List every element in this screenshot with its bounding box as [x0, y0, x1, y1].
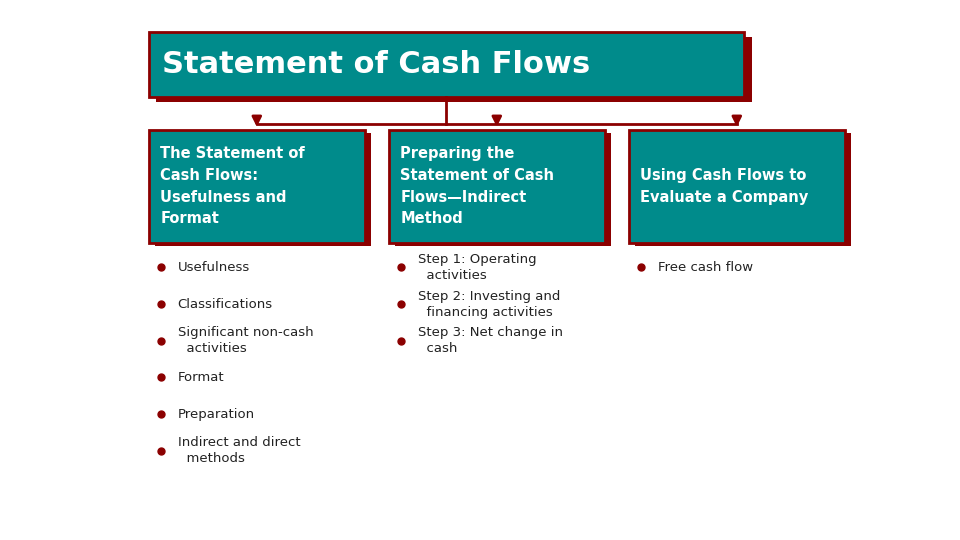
Text: Format: Format	[178, 371, 225, 384]
FancyBboxPatch shape	[629, 130, 845, 243]
Text: Preparing the
Statement of Cash
Flows—Indirect
Method: Preparing the Statement of Cash Flows—In…	[400, 146, 554, 226]
FancyBboxPatch shape	[149, 130, 365, 243]
Text: Step 1: Operating
  activities: Step 1: Operating activities	[418, 253, 537, 282]
Text: Indirect and direct
  methods: Indirect and direct methods	[178, 436, 300, 465]
Text: Significant non-cash
  activities: Significant non-cash activities	[178, 326, 313, 355]
FancyBboxPatch shape	[149, 32, 744, 97]
Text: Free cash flow: Free cash flow	[658, 261, 753, 274]
Text: Usefulness: Usefulness	[178, 261, 250, 274]
Text: Preparation: Preparation	[178, 408, 254, 421]
FancyBboxPatch shape	[155, 133, 371, 246]
FancyBboxPatch shape	[635, 133, 851, 246]
Text: Statement of Cash Flows: Statement of Cash Flows	[162, 50, 590, 79]
Text: Step 3: Net change in
  cash: Step 3: Net change in cash	[418, 326, 563, 355]
Text: Step 2: Investing and
  financing activities: Step 2: Investing and financing activiti…	[418, 289, 560, 319]
FancyBboxPatch shape	[389, 130, 605, 243]
FancyBboxPatch shape	[156, 37, 752, 102]
FancyBboxPatch shape	[395, 133, 611, 246]
Text: Using Cash Flows to
Evaluate a Company: Using Cash Flows to Evaluate a Company	[640, 168, 808, 205]
Text: Classifications: Classifications	[178, 298, 273, 310]
Text: The Statement of
Cash Flows:
Usefulness and
Format: The Statement of Cash Flows: Usefulness …	[160, 146, 305, 226]
